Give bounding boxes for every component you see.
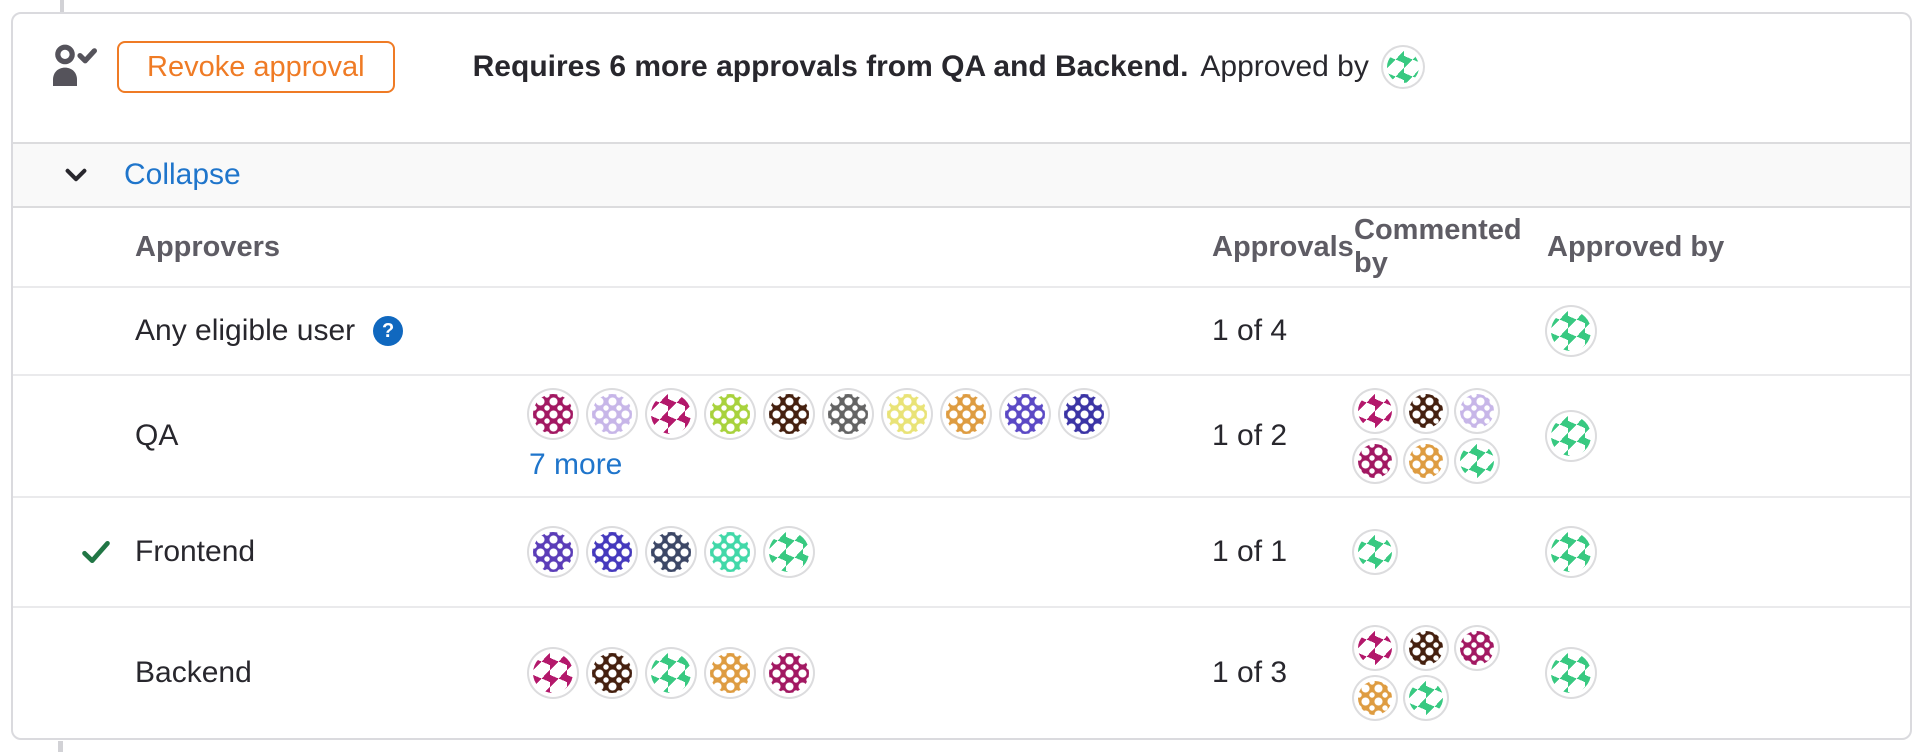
approval-message-bold: Requires 6 more approvals from QA and Ba… xyxy=(472,50,1189,83)
approvals-count: 1 of 2 xyxy=(1212,419,1288,452)
user-avatar[interactable] xyxy=(647,390,695,438)
revoke-approval-button[interactable]: Revoke approval xyxy=(117,41,395,93)
user-avatar[interactable] xyxy=(1547,528,1595,576)
approved-by-avatars xyxy=(1547,649,1910,697)
more-approvers-link[interactable]: 7 more xyxy=(529,448,623,481)
approval-summary-bar: Revoke approval Requires 6 more approval… xyxy=(13,14,1910,142)
user-avatar[interactable] xyxy=(588,649,636,697)
rule-approver-avatars: 7 more xyxy=(529,390,1212,482)
approval-message: Requires 6 more approvals from QA and Ba… xyxy=(473,47,1423,87)
help-icon[interactable]: ? xyxy=(373,316,404,346)
user-avatar[interactable] xyxy=(1547,649,1595,697)
rule-name: Backend xyxy=(135,656,252,689)
rule-approved-check-icon xyxy=(61,535,131,569)
user-avatar[interactable] xyxy=(1547,307,1595,355)
rule-name: Frontend xyxy=(135,535,256,568)
user-avatar[interactable] xyxy=(1456,627,1498,669)
mr-approvals-widget: Revoke approval Requires 6 more approval… xyxy=(11,12,1912,740)
user-avatar[interactable] xyxy=(942,390,990,438)
user-avatar[interactable] xyxy=(1405,440,1447,482)
user-avatar[interactable] xyxy=(647,528,695,576)
approval-rule-row: Any eligible user? 1 of 4 xyxy=(13,286,1910,374)
column-header-approvals: Approvals xyxy=(1212,230,1354,263)
rule-approver-avatars xyxy=(529,528,1212,576)
approved-by-avatars xyxy=(1547,307,1910,355)
column-header-commented-by: Commented by xyxy=(1354,214,1522,279)
user-avatar[interactable] xyxy=(706,528,754,576)
user-avatar[interactable] xyxy=(1354,677,1396,719)
user-avatar[interactable] xyxy=(1456,440,1498,482)
discussion-thread-line-bottom xyxy=(58,741,63,752)
user-avatar[interactable] xyxy=(1060,390,1108,438)
user-avatar[interactable] xyxy=(1001,390,1049,438)
user-avatar[interactable] xyxy=(706,649,754,697)
user-avatar[interactable] xyxy=(1456,390,1498,432)
user-avatar[interactable] xyxy=(529,390,577,438)
column-header-approved-by: Approved by xyxy=(1547,230,1725,263)
user-avatar[interactable] xyxy=(765,649,813,697)
approved-by-label: Approved by xyxy=(1200,50,1369,83)
approved-by-avatars xyxy=(1547,528,1910,576)
approval-rule-row: QA 7 more 1 of 2 xyxy=(13,374,1910,496)
user-avatar[interactable] xyxy=(824,390,872,438)
commented-by-avatars xyxy=(1354,627,1547,719)
user-avatar[interactable] xyxy=(765,528,813,576)
collapse-bar: Collapse xyxy=(13,142,1910,208)
rule-name: Any eligible user xyxy=(135,314,356,347)
approvals-count: 1 of 4 xyxy=(1212,314,1288,347)
user-avatar[interactable] xyxy=(1382,47,1423,87)
user-avatar[interactable] xyxy=(529,649,577,697)
user-avatar[interactable] xyxy=(706,390,754,438)
user-avatar[interactable] xyxy=(1354,390,1396,432)
approval-rules-rows: Any eligible user? 1 of 4 QA 7 more 1 of 2 Fr… xyxy=(13,286,1910,738)
user-avatar[interactable] xyxy=(588,528,636,576)
user-check-icon xyxy=(45,42,97,93)
approval-rule-row: Backend 1 of 3 xyxy=(13,606,1910,738)
chevron-down-icon[interactable] xyxy=(62,161,90,189)
user-avatar[interactable] xyxy=(883,390,931,438)
rule-name: QA xyxy=(135,419,179,452)
user-avatar[interactable] xyxy=(1354,627,1396,669)
user-avatar[interactable] xyxy=(588,390,636,438)
approval-rule-row: Frontend 1 of 1 xyxy=(13,496,1910,606)
user-avatar[interactable] xyxy=(1405,390,1447,432)
user-avatar[interactable] xyxy=(765,390,813,438)
commented-by-avatars xyxy=(1354,390,1547,482)
commented-by-avatars xyxy=(1354,531,1547,573)
user-avatar[interactable] xyxy=(647,649,695,697)
user-avatar[interactable] xyxy=(1405,627,1447,669)
rule-approver-avatars xyxy=(529,649,1212,697)
user-avatar[interactable] xyxy=(1405,677,1447,719)
discussion-thread-line-top xyxy=(60,0,64,13)
column-header-approvers: Approvers xyxy=(135,230,281,263)
user-avatar[interactable] xyxy=(1354,440,1396,482)
approvals-count: 1 of 3 xyxy=(1212,656,1288,689)
user-avatar[interactable] xyxy=(1547,412,1595,460)
table-header-row: Approvers Approvals Commented by Approve… xyxy=(13,208,1910,286)
user-avatar[interactable] xyxy=(1354,531,1396,573)
collapse-link[interactable]: Collapse xyxy=(124,158,241,191)
user-avatar[interactable] xyxy=(529,528,577,576)
approvals-count: 1 of 1 xyxy=(1212,535,1288,568)
approved-by-avatars xyxy=(1547,412,1910,460)
